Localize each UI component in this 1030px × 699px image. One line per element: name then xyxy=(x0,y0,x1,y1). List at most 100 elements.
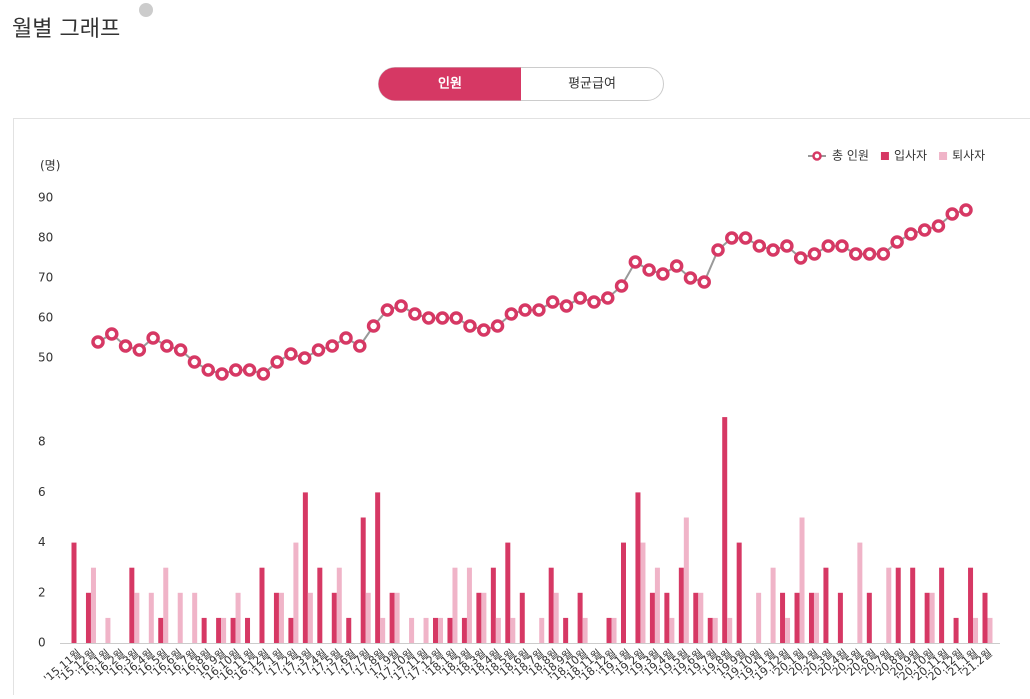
bar xyxy=(583,618,588,643)
point xyxy=(272,357,282,367)
bar xyxy=(809,593,814,643)
y-tick-label: 0 xyxy=(38,636,46,650)
y-axis-label: (명) xyxy=(40,159,60,173)
point xyxy=(713,245,723,255)
bar xyxy=(380,618,385,643)
y-tick-label: 8 xyxy=(38,435,46,449)
point xyxy=(906,229,916,239)
bar xyxy=(163,568,168,643)
point xyxy=(809,249,819,259)
bar xyxy=(438,618,443,643)
bar xyxy=(857,543,862,643)
bar xyxy=(91,568,96,643)
bar xyxy=(149,593,154,643)
bar xyxy=(785,618,790,643)
bar xyxy=(129,568,134,643)
bar xyxy=(202,618,207,643)
bar xyxy=(447,618,452,643)
bar xyxy=(72,543,77,643)
bar xyxy=(737,543,742,643)
bar xyxy=(867,593,872,643)
bar xyxy=(988,618,993,643)
bar xyxy=(192,593,197,643)
y-tick-label: 80 xyxy=(38,231,53,245)
tab-label[interactable]: 평균급여 xyxy=(568,77,616,92)
point xyxy=(630,257,640,267)
point xyxy=(754,241,764,251)
point xyxy=(341,333,351,343)
point xyxy=(479,325,489,335)
bar xyxy=(655,568,660,643)
bar xyxy=(308,593,313,643)
point xyxy=(93,337,103,347)
point xyxy=(933,221,943,231)
point xyxy=(851,249,861,259)
tab-label[interactable]: 인원 xyxy=(438,76,462,92)
point xyxy=(506,309,516,319)
point xyxy=(355,341,365,351)
point xyxy=(410,309,420,319)
bar xyxy=(973,618,978,643)
point xyxy=(920,225,930,235)
bar xyxy=(563,618,568,643)
y-tick-label: 50 xyxy=(38,351,53,365)
point xyxy=(837,241,847,251)
bar xyxy=(259,568,264,643)
bar xyxy=(814,593,819,643)
bar xyxy=(664,593,669,643)
bar xyxy=(505,543,510,643)
point xyxy=(189,357,199,367)
bar xyxy=(395,593,400,643)
legend-label: 총 인원 xyxy=(832,149,869,163)
bar xyxy=(409,618,414,643)
bar xyxy=(693,593,698,643)
point xyxy=(561,301,571,311)
legend-label: 퇴사자 xyxy=(952,149,985,163)
bar xyxy=(375,492,380,643)
bar xyxy=(496,618,501,643)
point xyxy=(865,249,875,259)
bar xyxy=(216,618,221,643)
point xyxy=(603,293,613,303)
bar xyxy=(86,593,91,643)
bar xyxy=(607,618,612,643)
legend-marker xyxy=(939,152,947,160)
point xyxy=(741,233,751,243)
point xyxy=(589,297,599,307)
bar xyxy=(800,518,805,644)
bar xyxy=(930,593,935,643)
point xyxy=(961,205,971,215)
point xyxy=(286,349,296,359)
bar xyxy=(713,618,718,643)
bar xyxy=(481,593,486,643)
bar xyxy=(520,593,525,643)
point xyxy=(231,365,241,375)
point xyxy=(203,365,213,375)
bar xyxy=(293,543,298,643)
point xyxy=(575,293,585,303)
y-tick-label: 2 xyxy=(38,585,46,599)
bar xyxy=(366,593,371,643)
point xyxy=(548,297,558,307)
bar xyxy=(491,568,496,643)
bar xyxy=(640,543,645,643)
point xyxy=(245,365,255,375)
y-tick-label: 6 xyxy=(38,485,46,499)
bar xyxy=(554,593,559,643)
info-icon[interactable] xyxy=(139,3,153,17)
bar xyxy=(795,593,800,643)
legend-marker xyxy=(881,152,889,160)
point xyxy=(134,345,144,355)
y-tick-label: 60 xyxy=(38,311,53,325)
bar xyxy=(346,618,351,643)
point xyxy=(520,305,530,315)
point xyxy=(685,273,695,283)
bar xyxy=(886,568,891,643)
bar xyxy=(105,618,110,643)
bar xyxy=(134,593,139,643)
bar xyxy=(698,593,703,643)
bar xyxy=(510,618,515,643)
bar xyxy=(756,593,761,643)
bar xyxy=(467,568,472,643)
point xyxy=(107,329,117,339)
